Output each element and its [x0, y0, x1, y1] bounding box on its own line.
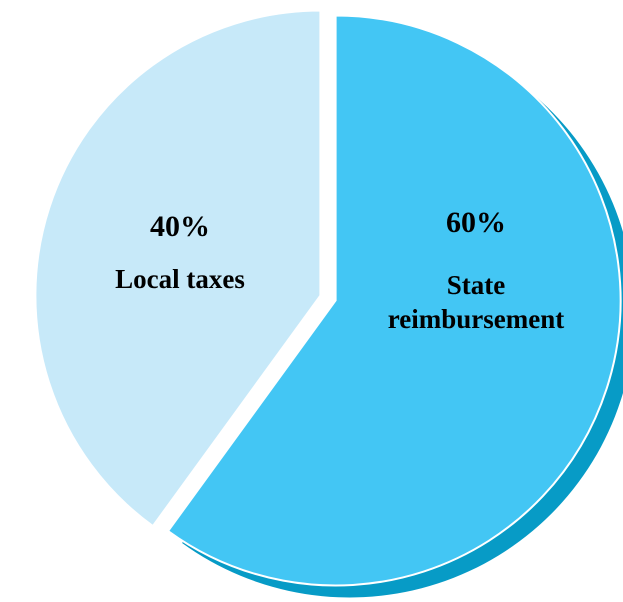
pie-slice-value-label-0: 60%	[446, 206, 506, 239]
pie-slice-0	[166, 14, 622, 587]
pie-slice-category-label-0-1: reimbursement	[388, 304, 564, 334]
pie-slice-1	[34, 9, 322, 528]
pie-slice-value-label-1: 40%	[150, 210, 210, 243]
pie-slice-category-label-1-0: Local taxes	[115, 264, 245, 294]
pie-slice-category-label-0-0: State	[447, 270, 505, 300]
